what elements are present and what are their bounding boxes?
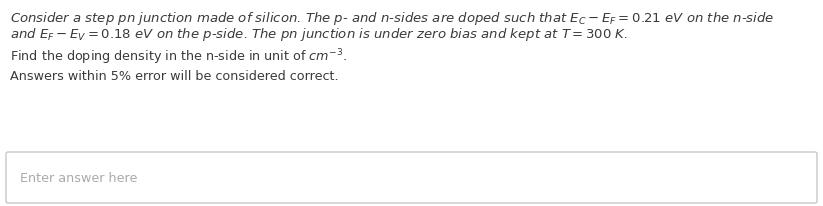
Text: Find the doping density in the n-side in unit of $cm^{-3}$.: Find the doping density in the n-side in…	[10, 47, 347, 66]
FancyBboxPatch shape	[6, 152, 817, 203]
Text: Consider a step pn junction made of silicon. The p- and n-sides are doped such t: Consider a step pn junction made of sili…	[10, 10, 774, 27]
Text: Answers within 5% error will be considered correct.: Answers within 5% error will be consider…	[10, 70, 338, 83]
Text: Enter answer here: Enter answer here	[20, 171, 137, 184]
Text: and $E_F - E_V = 0.18\ eV$ on the p-side. The pn junction is under zero bias and: and $E_F - E_V = 0.18\ eV$ on the p-side…	[10, 26, 628, 43]
